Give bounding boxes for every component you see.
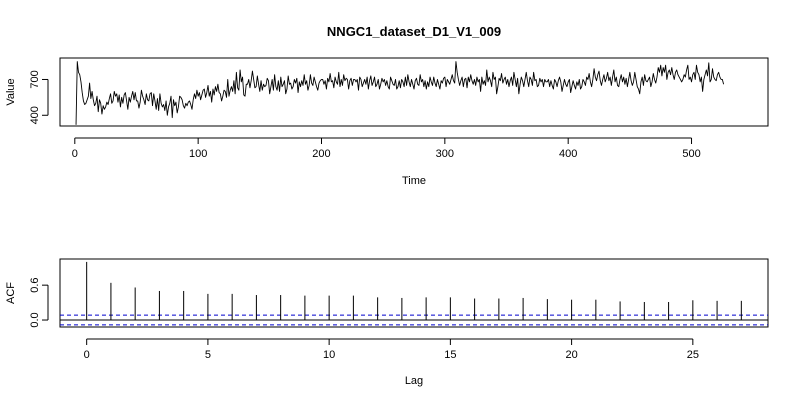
acf-x-axis-label: Lag [405,375,423,387]
top-x-axis: 0 100 200 300 400 500 [72,137,701,160]
top-x-tick-label: 500 [682,148,700,160]
top-x-tick-label: 200 [312,148,330,160]
acf-confidence-bands [60,314,768,326]
top-x-axis-label: Time [402,175,426,187]
acf-x-tick-label: 5 [205,349,211,361]
acf-x-axis: 0 5 10 15 20 25 [84,338,699,361]
acf-x-tick-label: 15 [444,349,456,361]
top-x-tick-label: 0 [72,148,78,160]
acf-bars-group [86,261,742,321]
acf-y-tick-label: 0.6 [29,278,41,293]
acf-y-tick-label: 0.0 [29,312,41,327]
top-x-tick-label: 300 [436,148,454,160]
top-y-tick-label: 400 [29,106,41,124]
top-x-tick-label: 100 [189,148,207,160]
top-x-tick-label: 400 [559,148,577,160]
series-line [75,61,725,125]
top-y-axis-label: Value [5,78,17,105]
top-series-group [75,61,725,125]
acf-y-axis-label: ACF [5,282,17,304]
acf-x-tick-label: 0 [84,349,90,361]
top-y-tick-label: 700 [29,70,41,88]
acf-x-tick-label: 10 [323,349,335,361]
top-y-axis: 400 700 [29,70,49,124]
acf-x-tick-label: 20 [565,349,577,361]
top-plot-frame [59,57,769,127]
acf-y-axis: 0.0 0.6 [29,278,49,328]
acf-x-tick-label: 25 [687,349,699,361]
acf-plot-frame [59,258,769,328]
chart-title: NNGC1_dataset_D1_V1_009 [327,24,501,39]
